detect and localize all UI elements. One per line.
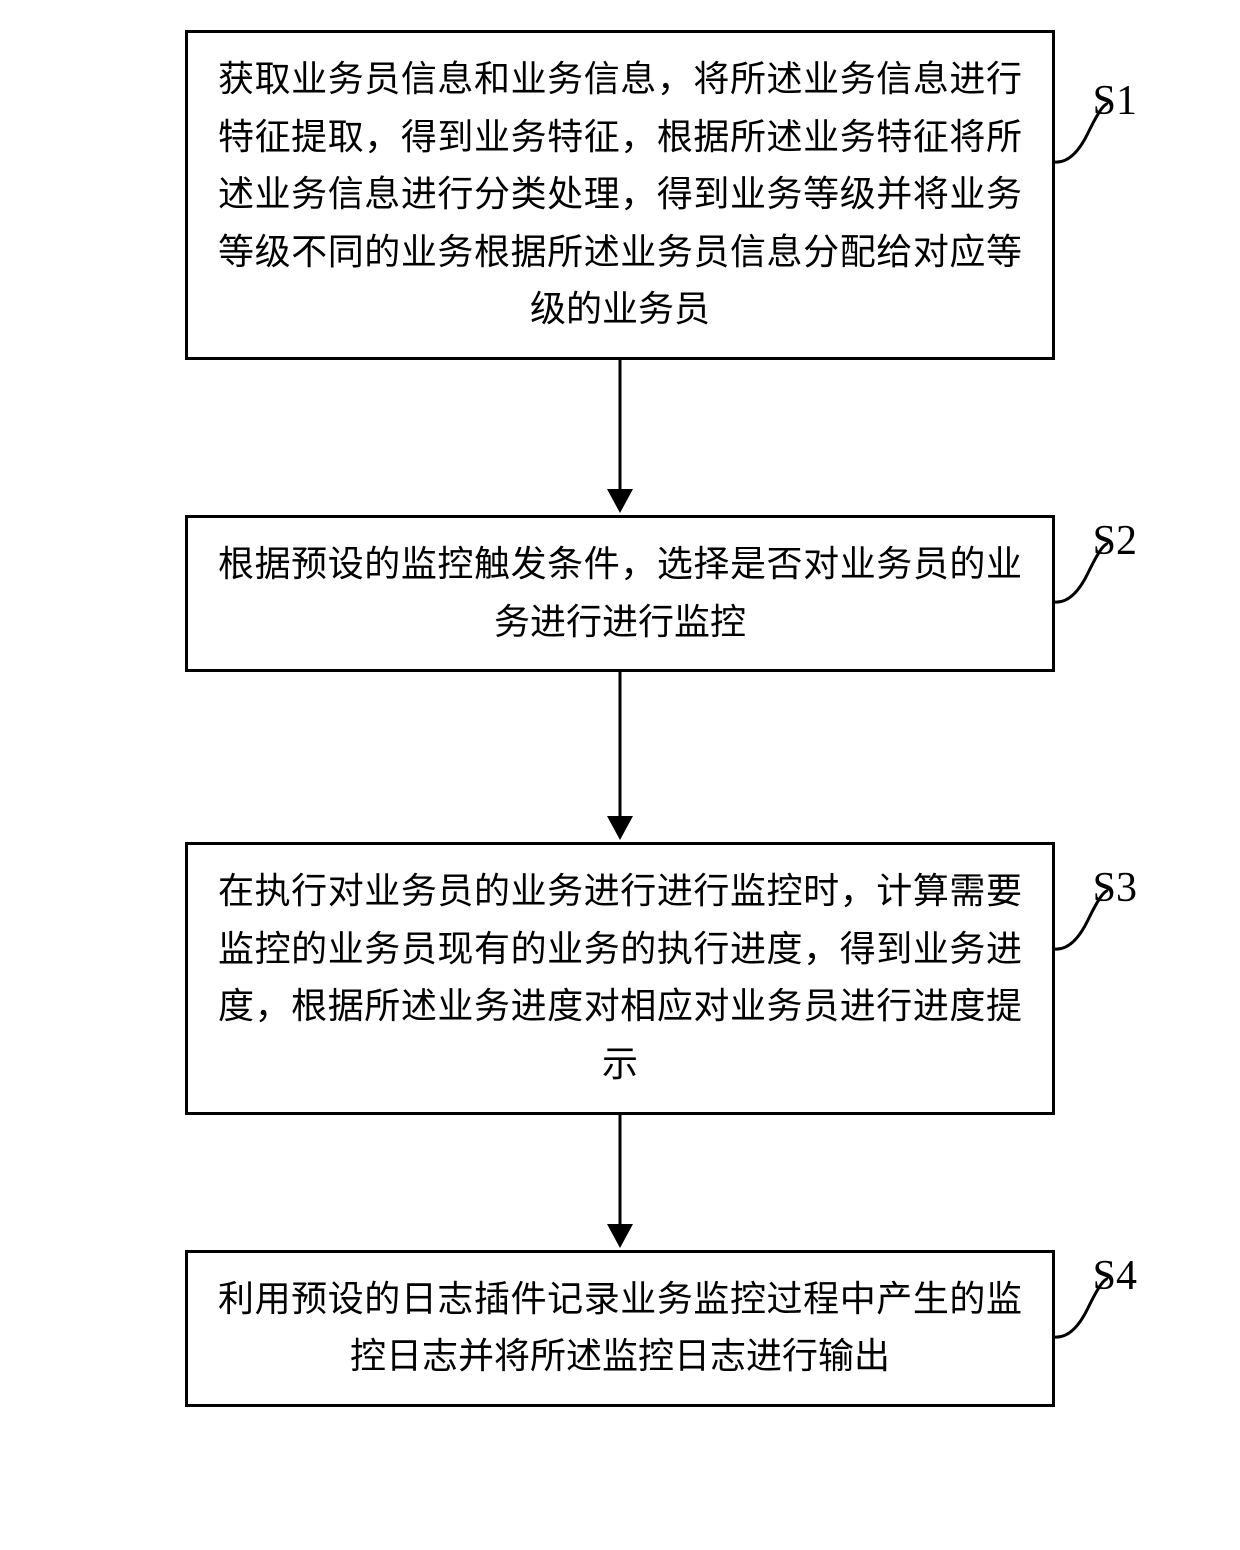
label-connector [1052, 1273, 1112, 1343]
step-box-s3: 在执行对业务员的业务进行进行监控时，计算需要监控的业务员现有的业务的执行进度，得… [185, 842, 1055, 1114]
step-text: 在执行对业务员的业务进行进行监控时，计算需要监控的业务员现有的业务的执行进度，得… [218, 863, 1022, 1093]
label-connector [1052, 885, 1112, 955]
flow-arrow [600, 360, 640, 515]
flow-arrow [600, 1115, 640, 1250]
step-text: 根据预设的监控触发条件，选择是否对业务员的业务进行进行监控 [218, 536, 1022, 651]
flow-arrow [600, 672, 640, 842]
step-box-s2: 根据预设的监控触发条件，选择是否对业务员的业务进行进行监控S2 [185, 515, 1055, 672]
arrow-wrap [185, 1115, 1055, 1250]
arrow-wrap [185, 360, 1055, 515]
label-connector [1052, 538, 1112, 608]
label-connector [1052, 98, 1112, 168]
flowchart-container: 获取业务员信息和业务信息，将所述业务信息进行特征提取，得到业务特征，根据所述业务… [110, 30, 1130, 1407]
step-box-s4: 利用预设的日志插件记录业务监控过程中产生的监控日志并将所述监控日志进行输出S4 [185, 1250, 1055, 1407]
step-text: 利用预设的日志插件记录业务监控过程中产生的监控日志并将所述监控日志进行输出 [218, 1271, 1022, 1386]
step-text: 获取业务员信息和业务信息，将所述业务信息进行特征提取，得到业务特征，根据所述业务… [218, 51, 1022, 339]
arrow-wrap [185, 672, 1055, 842]
step-box-s1: 获取业务员信息和业务信息，将所述业务信息进行特征提取，得到业务特征，根据所述业务… [185, 30, 1055, 360]
